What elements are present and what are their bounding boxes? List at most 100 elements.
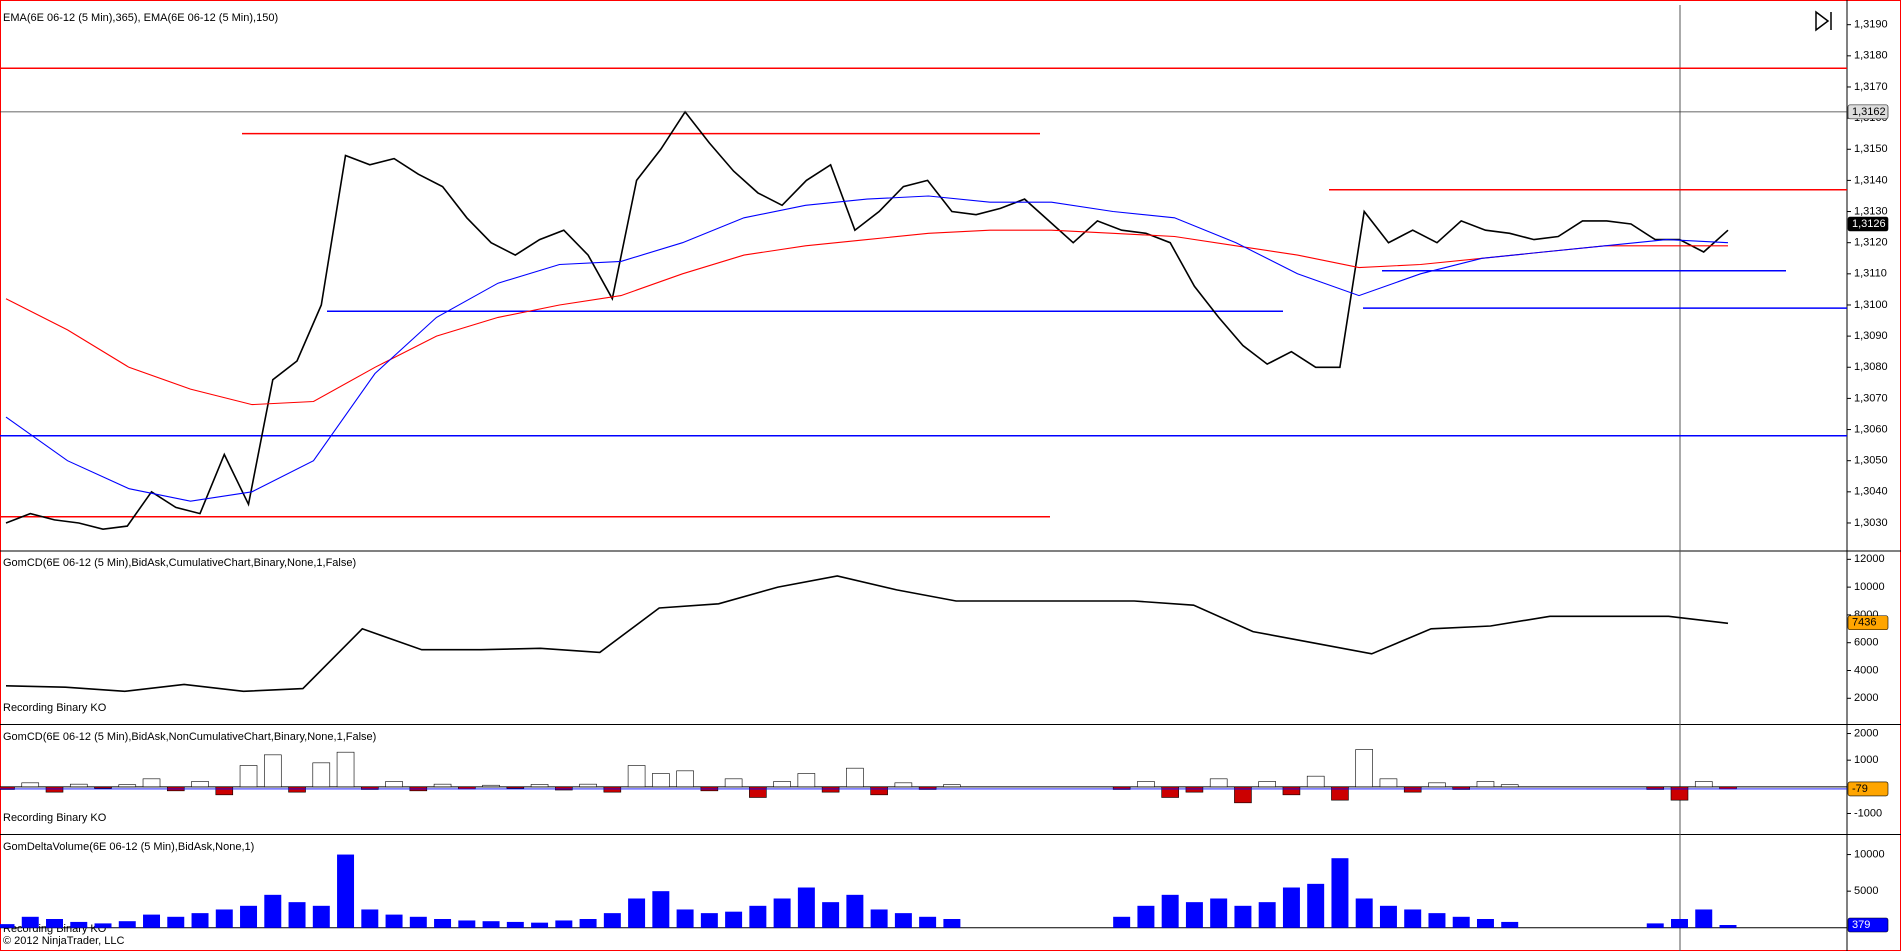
bar [118, 921, 136, 928]
bar [531, 922, 549, 928]
bar [555, 920, 573, 928]
bar [264, 894, 282, 928]
bar [94, 786, 112, 789]
bar [1185, 902, 1203, 928]
y-tick-label: 1,3180 [1854, 50, 1888, 62]
panel-title: GomCD(6E 06-12 (5 Min),BidAsk,NonCumulat… [3, 731, 376, 743]
bar [943, 918, 961, 928]
bar [627, 765, 646, 788]
bar [191, 781, 209, 788]
bar [312, 905, 330, 928]
series-line [5, 575, 1729, 693]
bar [1452, 786, 1470, 790]
bar [652, 891, 670, 928]
bar [725, 911, 743, 928]
bar [0, 924, 15, 928]
bar [288, 902, 306, 928]
bar [215, 909, 233, 928]
bar [1379, 778, 1398, 788]
bar [1719, 925, 1737, 928]
bar [142, 778, 161, 788]
y-tick-label: 12000 [1854, 553, 1885, 565]
y-tick-label: 1,3130 [1854, 205, 1888, 217]
bar [506, 921, 524, 928]
bar [628, 898, 646, 928]
y-tick-label: 4000 [1854, 664, 1878, 676]
bar [821, 786, 840, 793]
bar [773, 781, 791, 788]
y-tick-label: 5000 [1854, 885, 1878, 897]
bar [1137, 905, 1155, 928]
bar [724, 778, 743, 788]
series-line [5, 195, 1729, 502]
bar [797, 773, 816, 788]
y-tick-label: 10000 [1854, 848, 1885, 860]
bar [676, 770, 694, 788]
bar [870, 909, 888, 928]
bar [700, 913, 718, 928]
bar [1234, 905, 1252, 928]
y-tick-label: 1,3100 [1854, 299, 1888, 311]
bar [118, 784, 137, 788]
bar [433, 783, 452, 788]
bar [1403, 786, 1422, 793]
bar [943, 784, 961, 788]
bar [822, 902, 840, 928]
panel-label: Recording Binary KO [3, 702, 107, 714]
bar [361, 786, 379, 790]
bar [45, 786, 64, 793]
play-icon[interactable] [1815, 10, 1832, 32]
y-tick-label: 1000 [1854, 754, 1878, 766]
bar [21, 782, 40, 788]
bar [70, 921, 88, 928]
bar [263, 754, 282, 788]
bar [1670, 786, 1689, 801]
y-tick-label: 1,3070 [1854, 392, 1888, 404]
bar [1428, 782, 1446, 788]
bar [1355, 898, 1373, 928]
panel-title: EMA(6E 06-12 (5 Min),365), EMA(6E 06-12 … [3, 12, 278, 24]
y-tick-label: 2000 [1854, 727, 1878, 739]
panel-title: GomCD(6E 06-12 (5 Min),BidAsk,Cumulative… [3, 557, 356, 569]
value-marker [1847, 781, 1889, 797]
bar [215, 786, 234, 796]
bar [239, 765, 258, 788]
bar [1695, 909, 1713, 928]
bar [336, 751, 355, 788]
bar [167, 916, 185, 928]
bar [1161, 786, 1179, 798]
bar [918, 786, 937, 790]
y-tick-label: 1,3030 [1854, 517, 1888, 529]
bar [749, 786, 767, 798]
panel-label: Recording Binary KO [3, 812, 107, 824]
y-tick-label: 1,3090 [1854, 330, 1888, 342]
bar [337, 854, 355, 928]
bar [143, 914, 161, 928]
series-line [5, 110, 1729, 531]
y-tick-label: 10000 [1854, 581, 1885, 593]
bar [1646, 786, 1665, 790]
bar [1379, 905, 1397, 928]
bar [1113, 916, 1131, 928]
y-tick-label: 1,3170 [1854, 81, 1888, 93]
bar [1307, 883, 1325, 928]
bar [555, 786, 573, 791]
bar [1476, 781, 1495, 788]
value-marker-label: 7436 [1852, 617, 1876, 629]
y-tick-label: 1,3040 [1854, 486, 1888, 498]
bar [894, 782, 913, 788]
bar [506, 786, 525, 789]
y-tick-label: 1,3190 [1854, 19, 1888, 31]
bar [1306, 775, 1325, 788]
bar [1500, 784, 1519, 788]
bar [1137, 781, 1155, 788]
bar [1258, 902, 1276, 928]
bar [1355, 749, 1373, 788]
bar [1234, 786, 1252, 804]
value-marker [1847, 216, 1889, 232]
bar [579, 783, 597, 788]
y-tick-label: 1,3050 [1854, 455, 1888, 467]
bar [603, 913, 621, 928]
